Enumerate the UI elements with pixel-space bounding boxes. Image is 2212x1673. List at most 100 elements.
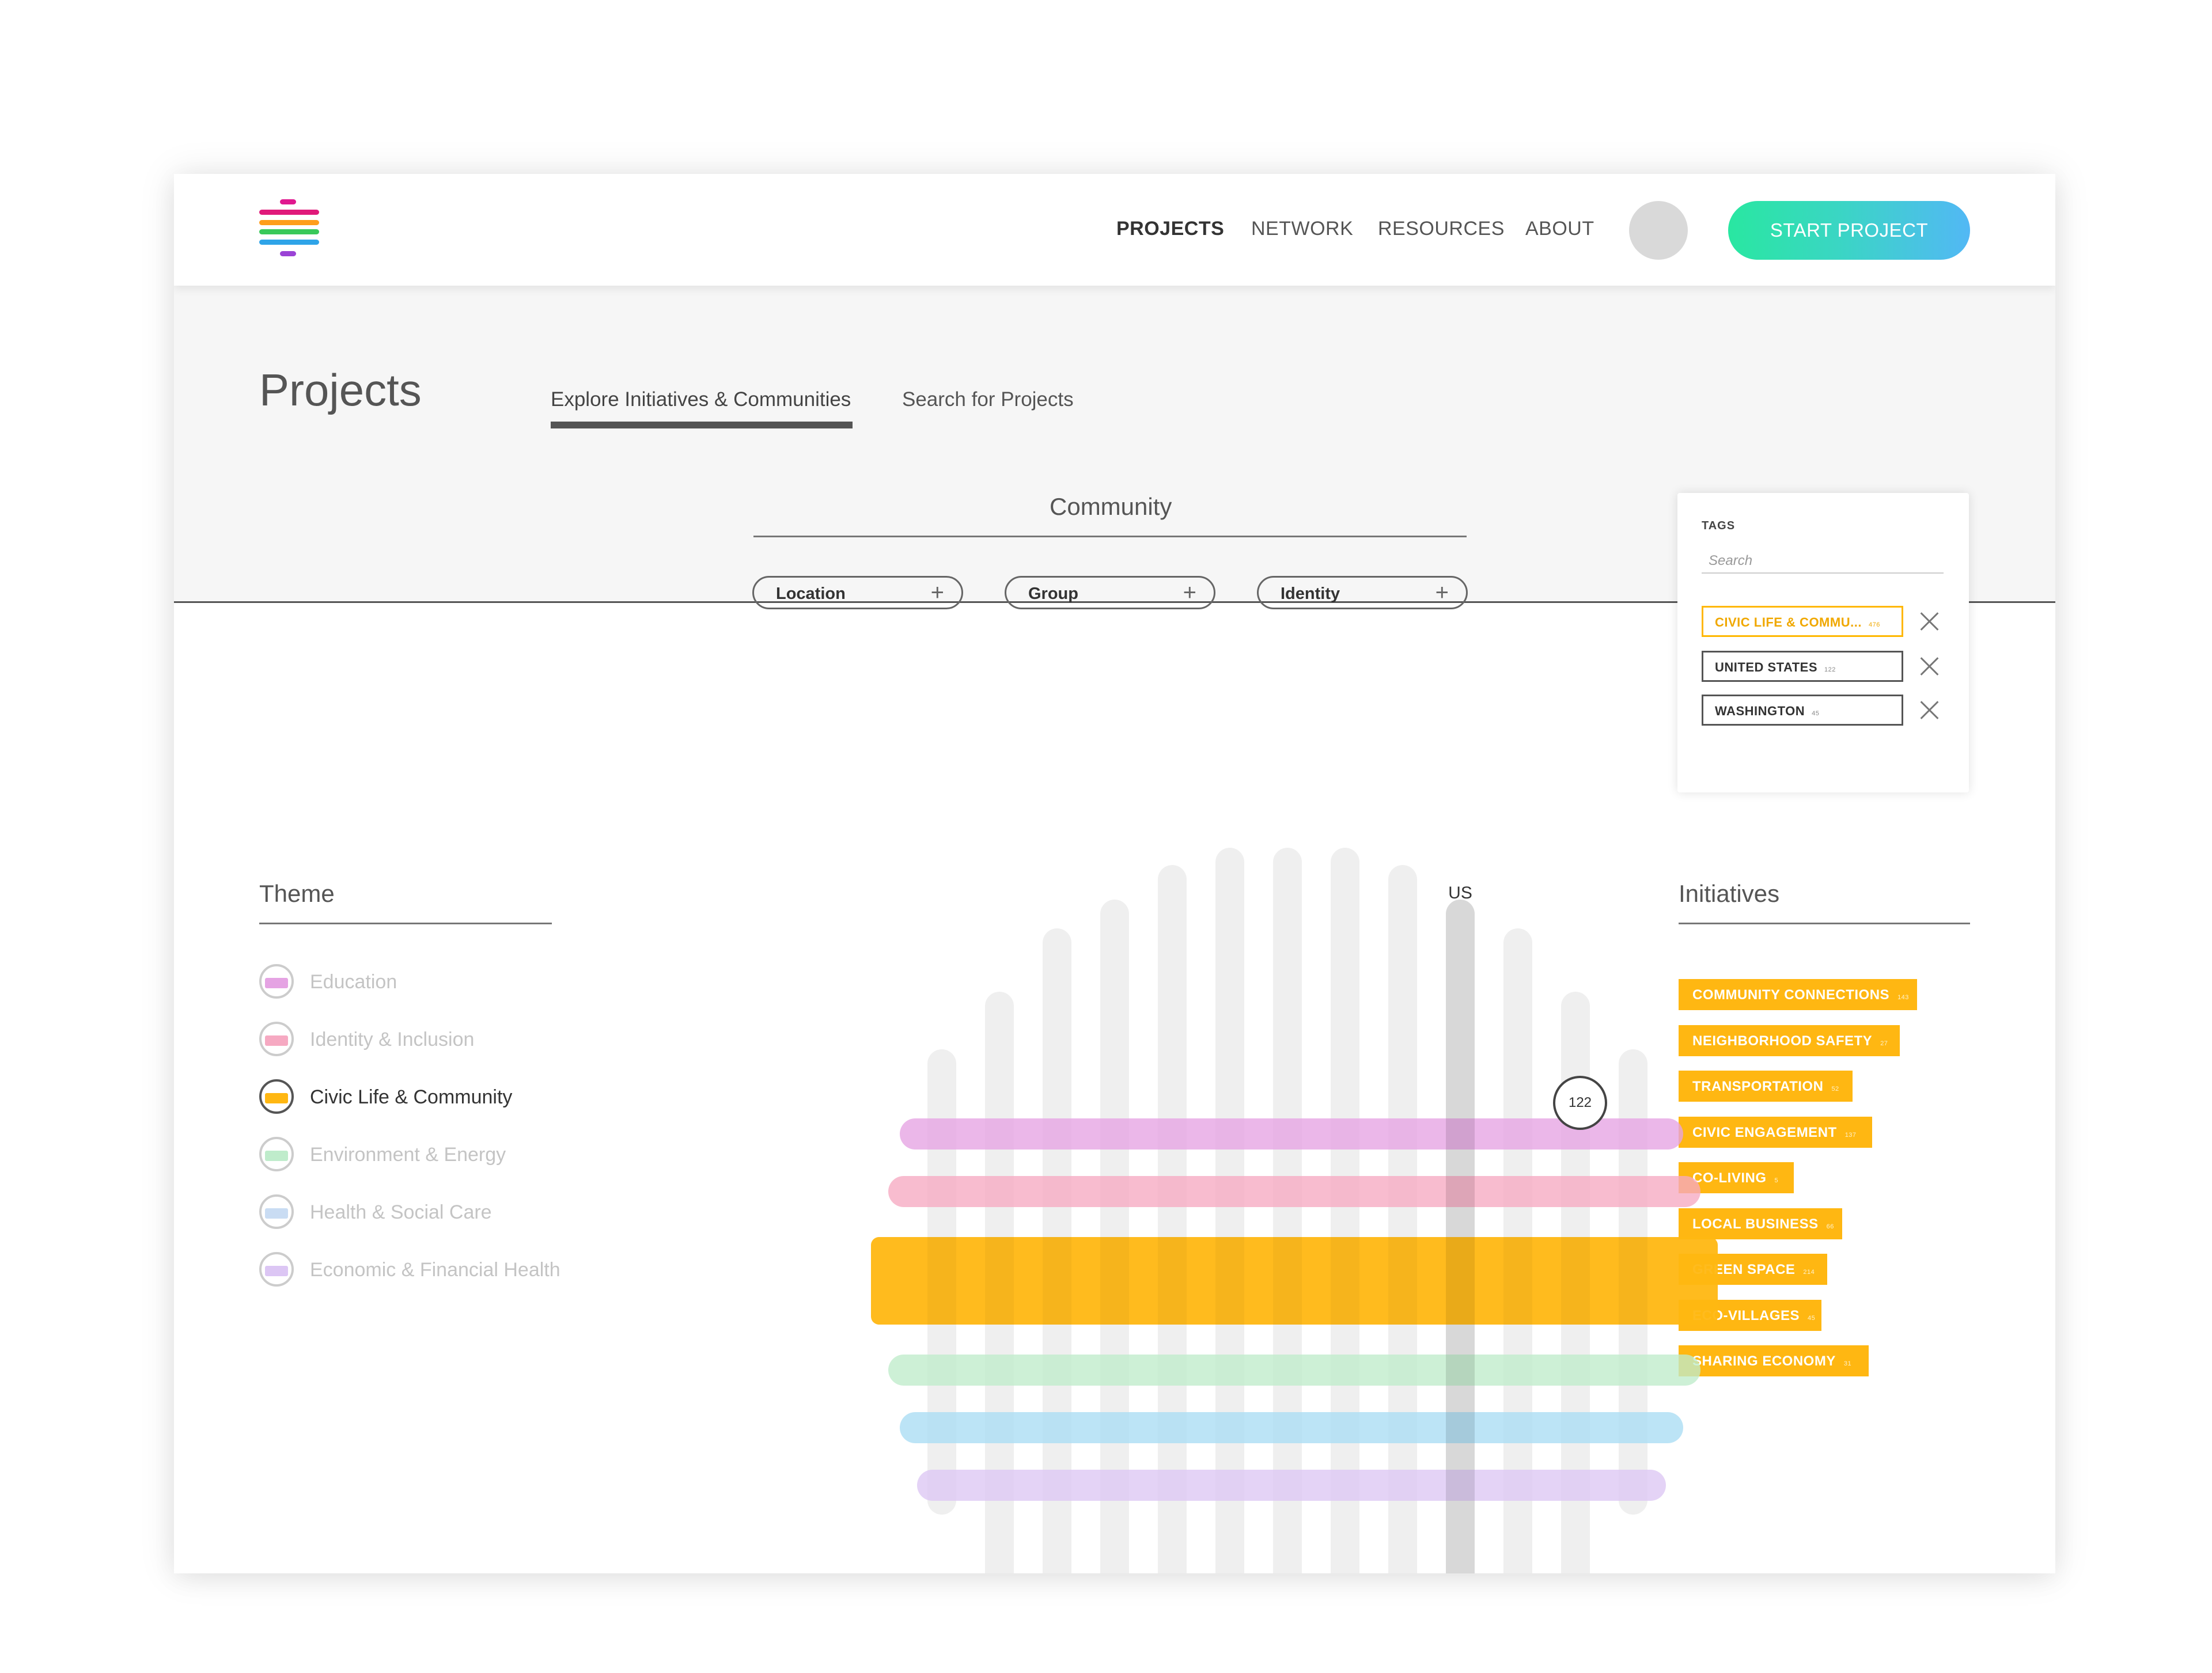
- plus-icon: +: [930, 580, 944, 605]
- initiative-tag[interactable]: NEIGHBORHOOD SAFETY 27: [1679, 1025, 1900, 1056]
- tab-explore[interactable]: Explore Initiatives & Communities: [551, 388, 851, 411]
- initiative-count: 5: [1774, 1177, 1779, 1184]
- tag-label: WASHINGTON: [1715, 704, 1805, 718]
- theme-label: Health & Social Care: [310, 1201, 492, 1223]
- column-row-intersection: [1446, 1237, 1475, 1325]
- tag-label: CIVIC LIFE & COMMU...: [1715, 615, 1862, 629]
- selected-count-badge: 122: [1553, 1076, 1607, 1130]
- selected-row-cell: [1043, 1237, 1071, 1325]
- theme-row: [888, 1176, 1700, 1207]
- selected-row-cell: [1100, 1237, 1129, 1325]
- column-label: US: [1448, 883, 1472, 902]
- group-filter[interactable]: Group +: [1005, 576, 1215, 609]
- identity-filter-label: Identity: [1281, 585, 1340, 603]
- theme-item[interactable]: Identity & Inclusion: [259, 1022, 582, 1059]
- initiative-count: 52: [1831, 1086, 1839, 1092]
- theme-swatch-icon: [259, 1022, 294, 1056]
- community-title: Community: [1050, 493, 1172, 520]
- avatar[interactable]: [1629, 201, 1688, 260]
- theme-title: Theme: [259, 880, 335, 907]
- initiative-tag[interactable]: TRANSPORTATION 52: [1679, 1071, 1853, 1102]
- initiative-label: TRANSPORTATION: [1692, 1079, 1824, 1094]
- tags-panel: TAGS Search CIVIC LIFE & COMMU... 476 UNI…: [1677, 493, 1969, 792]
- initiative-label: SHARING ECONOMY: [1692, 1353, 1836, 1369]
- community-rule: [753, 536, 1467, 537]
- close-icon[interactable]: [1919, 657, 1939, 676]
- theme-item[interactable]: Environment & Energy: [259, 1137, 582, 1174]
- theme-row: [888, 1355, 1700, 1386]
- initiative-count: 45: [1808, 1314, 1816, 1322]
- initiative-tag[interactable]: COMMUNITY CONNECTIONS 143: [1679, 979, 1917, 1010]
- tag-count: 476: [1868, 621, 1880, 628]
- theme-swatch-icon: [259, 1194, 294, 1229]
- theme-label: Education: [310, 971, 397, 993]
- theme-row: [900, 1412, 1683, 1443]
- close-icon[interactable]: [1919, 700, 1939, 720]
- column-row-intersection: [1446, 1118, 1475, 1150]
- initiative-tag[interactable]: CIVIC ENGAGEMENT 137: [1679, 1116, 1872, 1148]
- initiative-label: CO-LIVING: [1692, 1170, 1767, 1186]
- theme-swatch-icon: [259, 1079, 294, 1114]
- theme-swatch-icon: [259, 964, 294, 999]
- top-header: PROJECTS NETWORK RESOURCES ABOUT START P…: [174, 174, 2055, 286]
- nav-projects[interactable]: PROJECTS: [1116, 218, 1225, 240]
- initiative-count: 137: [1844, 1131, 1857, 1139]
- tag-chip[interactable]: CIVIC LIFE & COMMU... 476: [1702, 606, 1903, 637]
- nav-about[interactable]: ABOUT: [1525, 218, 1594, 240]
- community-theme-grid: US: [871, 848, 1718, 1573]
- selected-row-cell: [1388, 1237, 1417, 1325]
- grid-column: [1273, 848, 1302, 1573]
- initiative-count: 31: [1843, 1360, 1852, 1367]
- grid-column: [1215, 848, 1244, 1573]
- column-row-intersection: [1446, 1412, 1475, 1443]
- grid-column: [1158, 865, 1187, 1573]
- grid-column: [1331, 848, 1359, 1573]
- tag-chip[interactable]: WASHINGTON 45: [1702, 695, 1903, 726]
- initiative-count: 27: [1880, 1040, 1888, 1047]
- grid-column: [1100, 900, 1129, 1573]
- page-title: Projects: [259, 365, 422, 415]
- theme-row: [900, 1118, 1683, 1150]
- initiative-label: LOCAL BUSINESS: [1692, 1216, 1819, 1232]
- identity-filter[interactable]: Identity +: [1257, 576, 1468, 609]
- tag-chip[interactable]: UNITED STATES 122: [1702, 651, 1903, 682]
- theme-label: Environment & Energy: [310, 1144, 506, 1166]
- tag-label: UNITED STATES: [1715, 660, 1818, 674]
- theme-label: Identity & Inclusion: [310, 1029, 475, 1050]
- initiative-tag[interactable]: LOCAL BUSINESS 66: [1679, 1208, 1842, 1239]
- column-row-intersection: [1446, 1355, 1475, 1386]
- theme-label: Economic & Financial Health: [310, 1259, 560, 1281]
- logo-icon[interactable]: [259, 199, 319, 259]
- start-project-button[interactable]: START PROJECT: [1728, 201, 1970, 260]
- initiative-label: NEIGHBORHOOD SAFETY: [1692, 1033, 1873, 1049]
- theme-label: Civic Life & Community: [310, 1086, 513, 1108]
- selected-row-cell: [985, 1237, 1014, 1325]
- nav-resources[interactable]: RESOURCES: [1378, 218, 1505, 240]
- selected-row-cell: [1273, 1237, 1302, 1325]
- theme-item[interactable]: Economic & Financial Health: [259, 1252, 582, 1289]
- initiative-tag[interactable]: SHARING ECONOMY 31: [1679, 1345, 1869, 1376]
- group-filter-label: Group: [1028, 585, 1078, 603]
- initiative-label: COMMUNITY CONNECTIONS: [1692, 987, 1890, 1003]
- selected-row-cell: [1503, 1237, 1532, 1325]
- initiative-tag[interactable]: CO-LIVING 5: [1679, 1162, 1794, 1193]
- active-tab-indicator: [551, 422, 853, 428]
- theme-item[interactable]: Education: [259, 964, 582, 1001]
- theme-item[interactable]: Health & Social Care: [259, 1194, 582, 1231]
- tag-count: 122: [1824, 666, 1836, 673]
- divider: [174, 601, 2055, 603]
- location-filter[interactable]: Location +: [752, 576, 963, 609]
- nav-network[interactable]: NETWORK: [1251, 218, 1354, 240]
- tab-search-projects[interactable]: Search for Projects: [902, 388, 1074, 411]
- initiative-count: 66: [1826, 1223, 1834, 1230]
- theme-item[interactable]: Civic Life & Community: [259, 1079, 582, 1116]
- plus-icon: +: [1435, 580, 1449, 605]
- selected-row-cell: [1561, 1237, 1590, 1325]
- location-filter-label: Location: [776, 585, 846, 603]
- initiatives-title: Initiatives: [1679, 880, 1780, 907]
- tags-title: TAGS: [1702, 519, 1736, 532]
- tags-search-placeholder: Search: [1709, 553, 1753, 568]
- close-icon[interactable]: [1919, 612, 1939, 631]
- tags-search-input[interactable]: Search: [1702, 553, 1944, 574]
- initiatives-rule: [1679, 923, 1970, 924]
